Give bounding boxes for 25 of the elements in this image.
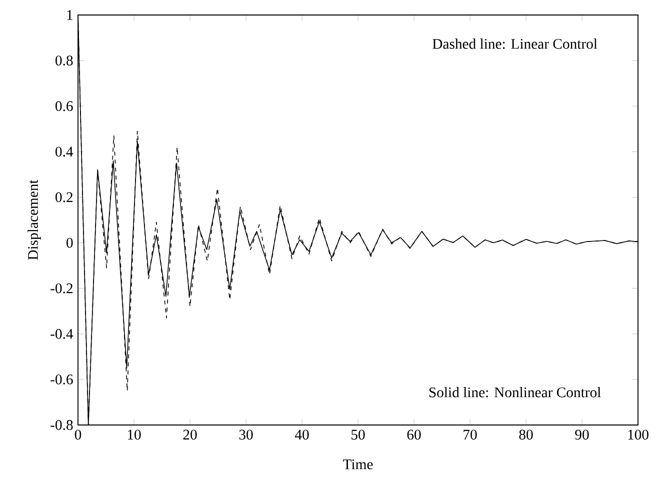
- x-tick-label: 20: [183, 430, 197, 440]
- x-tick-label: 60: [407, 430, 421, 440]
- x-tick-label: 70: [464, 430, 477, 440]
- y-tick-label: 0: [66, 238, 73, 248]
- x-tick-label: 50: [352, 430, 365, 440]
- x-tick-label: 100: [628, 430, 648, 440]
- x-axis-title: Time: [343, 459, 373, 470]
- x-tick-label: 0: [74, 430, 82, 440]
- y-tick-label: -0.4: [50, 328, 74, 339]
- y-tick-label: 0.6: [56, 101, 73, 112]
- x-tick-label: 80: [519, 430, 533, 440]
- y-tick-label: 0.4: [56, 146, 74, 157]
- y-tick-label: -0.2: [50, 283, 72, 294]
- y-tick-label: -0.6: [50, 374, 73, 384]
- y-tick-label: 0.2: [56, 192, 72, 202]
- y-tick-label: 0.8: [56, 56, 73, 66]
- y-axis-title: Displacement: [28, 180, 41, 260]
- x-tick-label: 90: [575, 430, 589, 440]
- y-tick-label: 1: [67, 10, 72, 20]
- x-tick-label: 30: [239, 430, 253, 440]
- annotation: Dashed line: Linear Control: [432, 38, 598, 49]
- x-tick-label: 10: [128, 430, 141, 440]
- x-tick-label: 40: [294, 430, 309, 440]
- annotation: Solid line: Nonlinear Control: [429, 387, 601, 398]
- y-tick-label: -0.8: [50, 420, 73, 430]
